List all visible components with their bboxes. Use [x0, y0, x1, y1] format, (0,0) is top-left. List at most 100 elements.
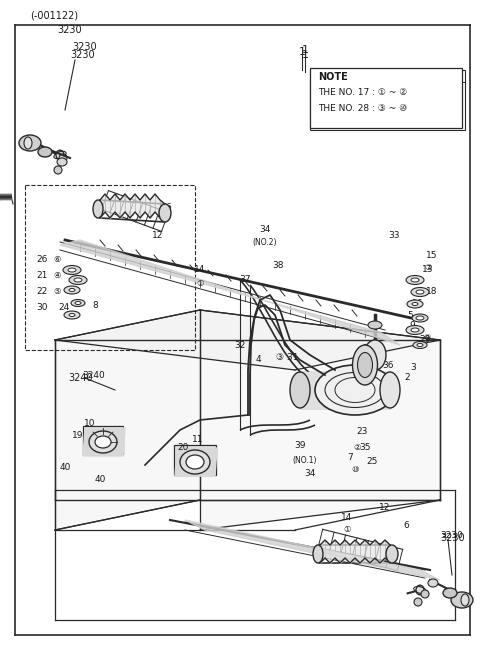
Text: ⑨: ⑨: [423, 333, 431, 343]
Ellipse shape: [407, 300, 423, 308]
Polygon shape: [5, 5, 475, 650]
Text: ①: ①: [377, 109, 383, 115]
Text: 27: 27: [331, 381, 343, 390]
Ellipse shape: [159, 204, 171, 222]
Ellipse shape: [358, 352, 372, 377]
Ellipse shape: [417, 343, 423, 346]
Text: 1: 1: [301, 45, 309, 55]
Ellipse shape: [186, 455, 204, 469]
Text: (-001122): (-001122): [30, 10, 78, 20]
Text: ⑦: ⑦: [424, 263, 432, 272]
Text: 7: 7: [347, 453, 353, 462]
Text: THE NO. 28 : ③ ~ ⑩: THE NO. 28 : ③ ~ ⑩: [318, 104, 407, 113]
Ellipse shape: [352, 345, 377, 385]
Ellipse shape: [57, 158, 67, 166]
Text: 40: 40: [94, 476, 106, 485]
Ellipse shape: [416, 290, 424, 294]
Ellipse shape: [421, 590, 429, 598]
Text: 6: 6: [165, 204, 171, 212]
Ellipse shape: [38, 147, 52, 157]
Text: 24: 24: [59, 303, 70, 312]
Ellipse shape: [24, 137, 32, 149]
Polygon shape: [55, 310, 440, 370]
Ellipse shape: [71, 299, 85, 307]
Text: 38: 38: [272, 261, 284, 269]
Text: 34: 34: [259, 225, 271, 234]
Text: THE NO. 17 :: THE NO. 17 :: [318, 92, 378, 101]
Text: 3230: 3230: [440, 533, 465, 543]
Text: 3: 3: [410, 362, 416, 371]
Ellipse shape: [68, 268, 76, 272]
Text: 2: 2: [404, 373, 410, 383]
Polygon shape: [300, 372, 390, 408]
Ellipse shape: [411, 288, 429, 297]
Text: 32: 32: [234, 341, 246, 350]
Text: 5: 5: [407, 310, 413, 320]
Text: ⑩: ⑩: [351, 466, 359, 474]
Ellipse shape: [380, 372, 400, 408]
Text: 33: 33: [388, 231, 400, 240]
Text: 9: 9: [409, 320, 415, 329]
Ellipse shape: [290, 372, 310, 408]
Ellipse shape: [414, 598, 422, 606]
Text: 20: 20: [177, 443, 189, 453]
Text: 35: 35: [359, 443, 371, 451]
Text: 39: 39: [294, 441, 306, 449]
Text: 3240: 3240: [82, 371, 105, 379]
Ellipse shape: [97, 436, 109, 444]
Text: 29: 29: [346, 371, 358, 379]
Text: ⑤: ⑤: [53, 286, 61, 295]
Ellipse shape: [428, 579, 438, 587]
Text: ⑥: ⑥: [53, 255, 61, 265]
Ellipse shape: [19, 135, 41, 151]
Text: 34: 34: [304, 468, 316, 477]
Text: 10: 10: [84, 419, 96, 428]
Text: ⑨: ⑨: [351, 369, 359, 377]
Polygon shape: [83, 426, 123, 454]
Text: 12: 12: [152, 231, 164, 240]
Text: 3230: 3230: [440, 531, 463, 540]
Text: 3230: 3230: [58, 25, 82, 35]
Text: ①: ①: [343, 525, 351, 534]
Text: 21: 21: [36, 272, 48, 280]
Text: NOTE: NOTE: [318, 73, 348, 83]
Ellipse shape: [69, 288, 75, 291]
Text: 14: 14: [341, 514, 353, 523]
Ellipse shape: [56, 150, 64, 160]
Ellipse shape: [59, 154, 67, 162]
Ellipse shape: [64, 311, 80, 319]
Text: 26: 26: [36, 255, 48, 265]
Text: ②: ②: [353, 443, 361, 453]
Text: 40: 40: [60, 464, 71, 472]
Text: 1: 1: [348, 93, 352, 99]
Ellipse shape: [406, 276, 424, 284]
Text: 1: 1: [301, 50, 309, 60]
Text: 30: 30: [36, 303, 48, 312]
Text: 4: 4: [255, 356, 261, 364]
Text: 8: 8: [92, 301, 98, 310]
Text: 22: 22: [36, 286, 48, 295]
Ellipse shape: [89, 431, 117, 453]
Text: 19: 19: [72, 430, 84, 440]
Ellipse shape: [313, 545, 323, 563]
Ellipse shape: [93, 200, 103, 218]
Ellipse shape: [461, 594, 469, 606]
Ellipse shape: [443, 588, 457, 598]
Polygon shape: [55, 310, 200, 530]
Ellipse shape: [75, 301, 81, 305]
Text: THE NO. 17 : ① ~ ②: THE NO. 17 : ① ~ ②: [318, 92, 408, 101]
Text: 3240: 3240: [68, 373, 93, 383]
Text: THE NO. 28 :: THE NO. 28 :: [318, 108, 378, 117]
Ellipse shape: [95, 436, 111, 448]
Text: 16: 16: [412, 299, 424, 307]
Text: 29: 29: [420, 335, 431, 345]
Ellipse shape: [69, 314, 75, 316]
Ellipse shape: [189, 455, 201, 464]
Text: 1: 1: [299, 47, 305, 57]
Text: 15: 15: [426, 250, 438, 259]
Text: 3230: 3230: [72, 42, 96, 52]
Ellipse shape: [74, 278, 82, 282]
Text: 25: 25: [366, 457, 378, 466]
Ellipse shape: [412, 303, 418, 305]
Ellipse shape: [411, 278, 419, 282]
